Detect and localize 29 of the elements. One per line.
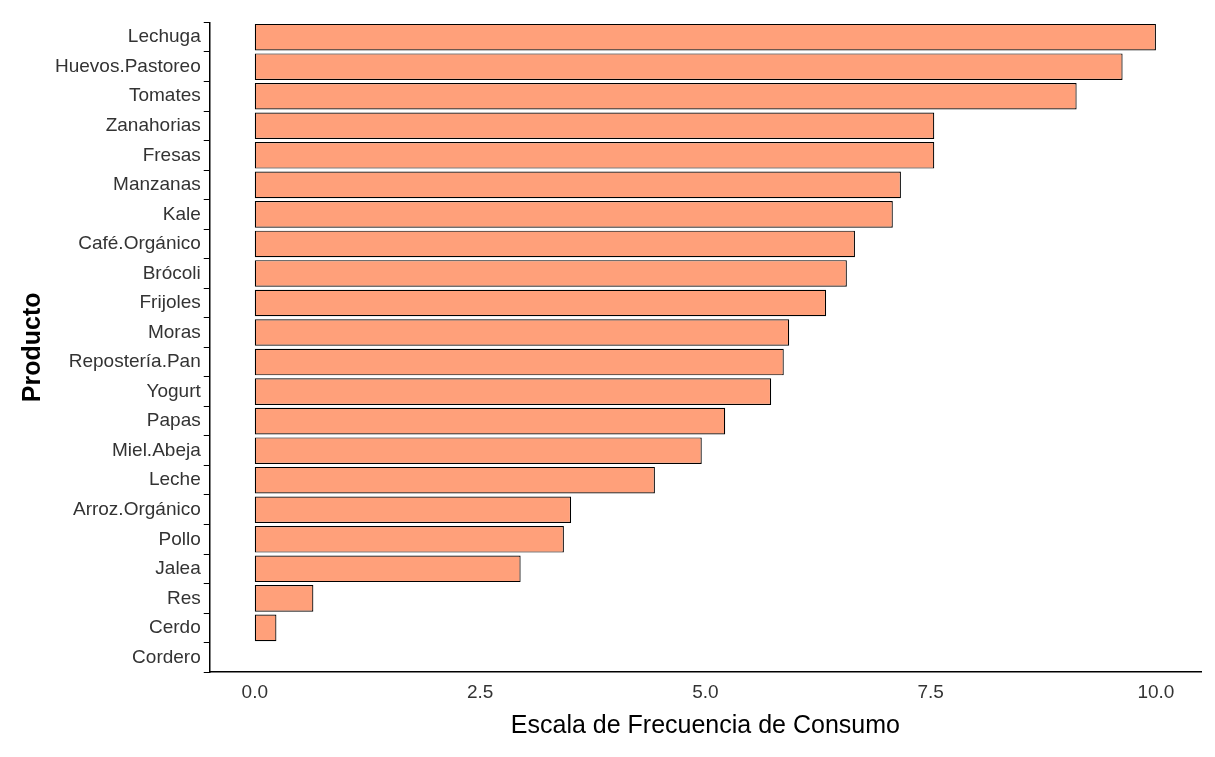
x-tick-label: 0.0 bbox=[241, 680, 269, 702]
y-tick-label: Lechuga bbox=[127, 25, 202, 47]
y-tick-label: Frijoles bbox=[139, 291, 201, 313]
y-tick-label: Miel.Abeja bbox=[112, 438, 202, 460]
y-tick-label: Jalea bbox=[155, 557, 202, 579]
y-tick-label: Repostería.Pan bbox=[68, 350, 201, 372]
y-tick-label: Tomates bbox=[128, 84, 201, 106]
y-tick-label: Manzanas bbox=[113, 173, 201, 195]
y-tick-label: Café.Orgánico bbox=[78, 232, 201, 254]
y-tick-label: Zanahorias bbox=[105, 114, 201, 136]
y-tick-label: Moras bbox=[147, 320, 201, 342]
y-tick-label: Papas bbox=[146, 409, 201, 431]
y-axis-title: Producto bbox=[16, 292, 45, 403]
x-tick-label: 2.5 bbox=[466, 680, 494, 702]
y-tick-label: Cordero bbox=[132, 645, 201, 667]
x-axis-title: Escala de Frecuencia de Consumo bbox=[510, 709, 900, 738]
y-tick-label: Res bbox=[166, 586, 201, 608]
y-tick-label: Leche bbox=[148, 468, 201, 490]
y-tick-label: Brócoli bbox=[142, 261, 201, 283]
y-tick-label: Pollo bbox=[158, 527, 201, 549]
x-tick-label: 7.5 bbox=[917, 680, 944, 702]
y-tick-label: Cerdo bbox=[149, 616, 201, 638]
x-tick-label: 10.0 bbox=[1137, 680, 1175, 702]
y-tick-label: Huevos.Pastoreo bbox=[55, 54, 201, 76]
y-tick-label: Arroz.Orgánico bbox=[72, 497, 201, 519]
y-tick-label: Kale bbox=[162, 202, 201, 224]
y-tick-label: Yogurt bbox=[146, 379, 202, 401]
y-tick-label: Fresas bbox=[142, 143, 201, 165]
x-tick-label: 5.0 bbox=[692, 680, 719, 702]
